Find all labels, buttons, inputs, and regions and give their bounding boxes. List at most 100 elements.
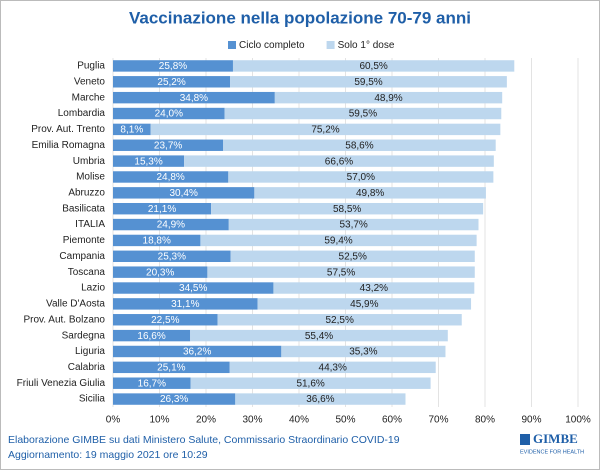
x-tick-label: 30% [242,415,262,426]
value-label: 59,4% [324,236,352,247]
bar-segment [113,76,231,88]
bar-segment [113,60,233,72]
value-label: 24,0% [155,109,183,120]
y-tick-label: Campania [59,251,105,262]
value-label: 75,2% [311,125,339,136]
bar-segment [113,107,225,120]
x-tick-label: 10% [149,415,169,426]
legend-swatch [326,41,335,49]
x-tick-label: 90% [521,415,541,426]
value-label: 59,5% [354,77,382,88]
value-label: 23,7% [154,140,182,151]
value-label: 48,9% [374,93,402,104]
bar-segment [223,139,496,151]
y-tick-label: Friuli Venezia Giulia [17,378,106,389]
bar-segment [113,218,229,231]
value-label: 25,1% [157,362,185,373]
y-tick-label: Calabria [68,362,106,373]
value-label: 16,6% [137,331,165,342]
x-tick-label: 0% [106,415,121,426]
value-label: 30,4% [170,188,198,199]
y-tick-label: Piemonte [63,235,106,246]
y-tick-label: Molise [76,172,105,183]
value-label: 16,7% [138,378,166,389]
bar-segment [273,282,475,294]
bar-segment [190,329,448,342]
bar-segment [113,202,212,215]
bar-segment [229,361,436,374]
value-label: 25,2% [157,77,185,88]
value-label: 36,6% [306,394,334,405]
value-label: 43,2% [360,283,388,294]
value-label: 24,9% [157,220,185,231]
value-label: 25,8% [159,61,187,72]
bar-segment [211,202,484,215]
value-label: 18,8% [143,236,171,247]
bar-segment [200,234,477,247]
y-tick-label: Lombardia [58,108,106,119]
value-label: 57,5% [327,267,355,278]
bar-segment [113,377,191,389]
bar-segment [257,298,472,310]
bar-segment [113,91,275,104]
value-label: 49,8% [356,188,384,199]
y-tick-label: Valle D'Aosta [46,299,105,310]
value-label: 15,3% [134,156,162,167]
legend-label: Ciclo completo [239,40,305,51]
y-tick-label: Abruzzo [68,187,105,198]
y-tick-label: Marche [72,92,106,103]
bar-segment [228,218,479,231]
bar-segment [113,266,208,278]
value-label: 58,6% [345,140,373,151]
y-tick-label: Veneto [74,76,106,87]
logo: GIMBE [533,431,578,446]
value-label: 36,2% [183,347,211,358]
bar-segment [230,250,475,263]
bar-segment [228,171,494,183]
bar-segment [113,250,231,263]
value-label: 20,3% [146,267,174,278]
bar-segment [230,76,507,88]
x-tick-label: 70% [428,415,448,426]
bar-segment [150,123,501,136]
bar-segment [235,393,406,405]
value-label: 58,5% [333,204,361,215]
bar-segment [113,298,258,310]
value-label: 24,8% [156,172,184,183]
bar-segment [113,361,230,374]
value-label: 22,5% [151,315,179,326]
bar-segment [254,187,486,199]
chart-title: Vaccinazione nella popolazione 70-79 ann… [129,8,471,27]
bar-segment [113,155,185,167]
value-label: 21,1% [148,204,176,215]
legend-swatch [228,41,236,49]
value-label: 44,3% [319,362,347,373]
y-tick-label: Liguria [75,346,105,357]
value-label: 45,9% [350,299,378,310]
bar-segment [113,123,151,136]
value-label: 34,5% [179,283,207,294]
bar-segment [113,393,236,405]
bar-segment [190,377,431,389]
bar-segment [274,91,503,104]
value-label: 31,1% [171,299,199,310]
bar-segment [113,139,224,151]
value-label: 57,0% [347,172,375,183]
bar-segment [113,187,255,199]
x-tick-label: 60% [382,415,402,426]
y-tick-label: Basilicata [62,203,105,214]
bar-segment [113,345,282,358]
value-label: 59,5% [349,109,377,120]
y-tick-label: Prov. Aut. Bolzano [23,314,105,325]
bar-segment [113,314,218,326]
bar-segment [113,282,274,294]
value-label: 55,4% [305,331,333,342]
x-tick-label: 40% [289,415,309,426]
value-label: 51,6% [296,378,324,389]
legend-label: Solo 1° dose [338,40,395,51]
value-label: 60,5% [359,61,387,72]
y-tick-label: ITALIA [75,219,105,230]
logo-icon [520,434,530,445]
y-tick-label: Emilia Romagna [32,140,106,151]
value-label: 35,3% [349,347,377,358]
